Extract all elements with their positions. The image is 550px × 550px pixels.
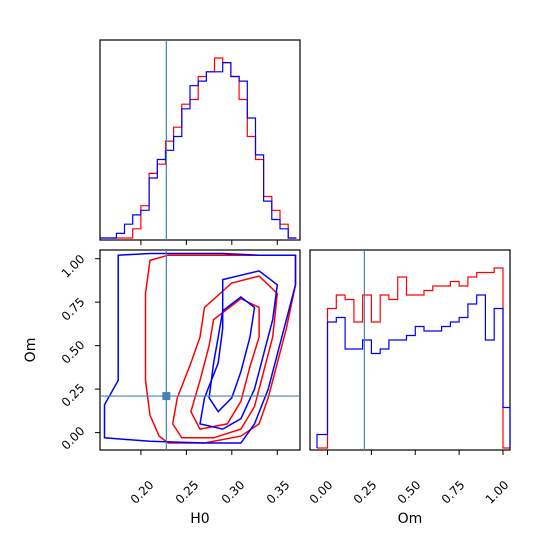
joint-ytick-label: 0.25	[59, 381, 88, 410]
joint-contours	[103, 252, 297, 444]
joint-ytick-label: 1.00	[59, 252, 88, 281]
truth-point	[162, 392, 171, 401]
contour-series_a	[190, 297, 260, 430]
joint-xtick-label: 0.30	[219, 478, 248, 507]
joint-xtick-label: 0.35	[264, 478, 293, 507]
tick-marks	[95, 240, 504, 455]
contour-series_b	[103, 252, 297, 444]
contour-series_a	[171, 275, 279, 439]
joint-ytick-label: 0.75	[59, 295, 88, 324]
om-histogram-series_a	[317, 267, 510, 449]
om-xtick-label: 0.75	[439, 478, 468, 507]
joint-ytick-label: 0.00	[59, 424, 88, 453]
truth-markers	[100, 40, 365, 450]
om-histogram-series_b	[316, 294, 511, 448]
om-xtick-label: 0.25	[351, 478, 380, 507]
om-marginal-xlabel: Om	[398, 511, 423, 527]
joint-xtick-label: 0.25	[173, 478, 202, 507]
contour-series_b	[208, 296, 256, 413]
om-xtick-label: 0.50	[395, 478, 424, 507]
om-xtick-label: 1.00	[483, 478, 512, 507]
om-marginal-frame	[309, 249, 511, 451]
om-marginal-histograms	[316, 267, 511, 449]
h0-histogram-series_b	[100, 62, 297, 239]
joint-xlabel: H0	[190, 511, 209, 527]
h0-marginal-frame	[99, 39, 301, 241]
joint-contour-frame	[99, 249, 301, 451]
om-xtick-label: 0.00	[307, 478, 336, 507]
contour-series_a	[144, 254, 297, 444]
joint-xtick-label: 0.20	[128, 478, 157, 507]
joint-ytick-label: 0.50	[59, 338, 88, 367]
contour-series_b	[199, 270, 279, 430]
joint-ylabel: Om	[23, 338, 39, 363]
h0-marginal-histograms	[100, 57, 297, 239]
